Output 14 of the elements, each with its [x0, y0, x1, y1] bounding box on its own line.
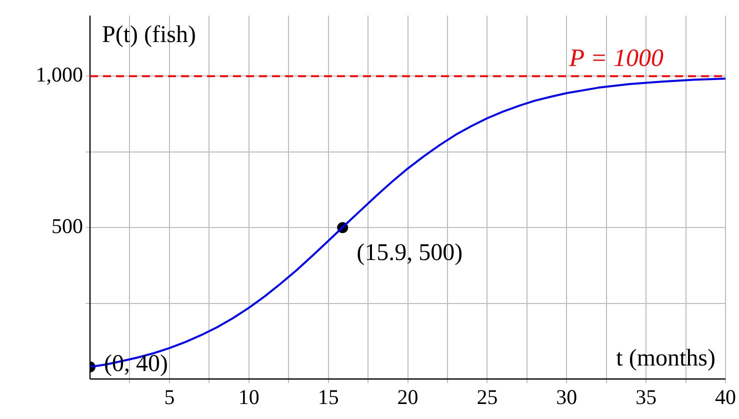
x-tick-label: 35 — [636, 385, 657, 410]
x-tick-label: 30 — [556, 385, 578, 410]
x-tick-label: 20 — [397, 385, 418, 410]
y-axis-title: P(t) (fish) — [102, 22, 196, 48]
y-tick-label: 500 — [52, 214, 83, 238]
x-tick-label: 25 — [476, 385, 498, 410]
ref-line-label: P = 1000 — [568, 45, 664, 72]
x-tick-label: 5 — [164, 385, 175, 410]
x-tick-label: 15 — [318, 385, 339, 410]
x-tick-label: 10 — [238, 385, 260, 410]
y-tick-label: 1,000 — [36, 62, 83, 87]
x-tick-label: 40 — [715, 385, 736, 410]
x-axis-title: t (months) — [616, 345, 716, 372]
annotation: (15.9, 500) — [356, 240, 463, 266]
